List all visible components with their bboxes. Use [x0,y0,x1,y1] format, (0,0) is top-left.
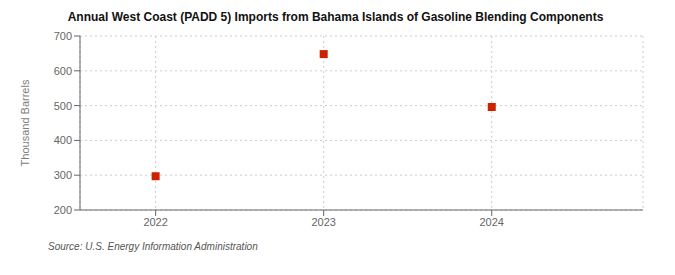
svg-text:2023: 2023 [311,216,335,228]
svg-text:Thousand Barrels: Thousand Barrels [19,79,31,166]
svg-text:600: 600 [54,65,72,77]
html-text:Source: U.S. Energy Informatio: Source: U.S. Energy Information Administ… [48,241,258,252]
svg-text:2024: 2024 [480,216,504,228]
html-text:Annual West Coast (PADD 5) Imp: Annual West Coast (PADD 5) Imports from … [67,10,604,24]
svg-text:200: 200 [54,204,72,216]
svg-text:700: 700 [54,30,72,42]
svg-text:500: 500 [54,100,72,112]
svg-text:300: 300 [54,169,72,181]
svg-text:400: 400 [54,134,72,146]
svg-text:2022: 2022 [143,216,167,228]
